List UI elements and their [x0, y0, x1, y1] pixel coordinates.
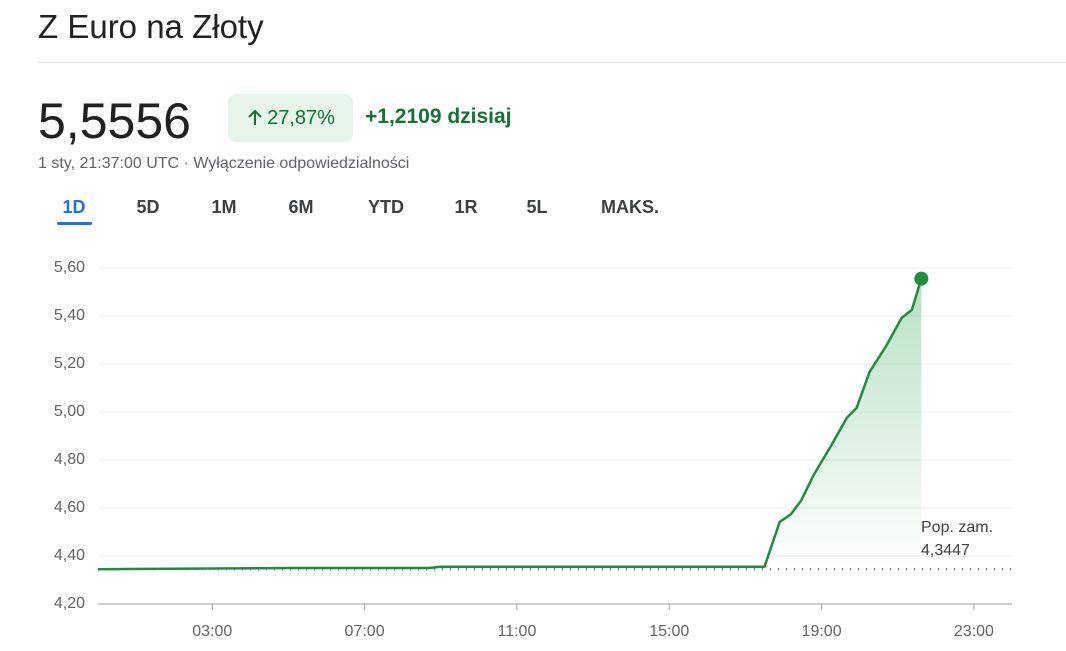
change-badge: 27,87% — [228, 94, 353, 142]
x-tick-label: 03:00 — [192, 623, 232, 640]
x-tick-label: 15:00 — [649, 623, 689, 640]
divider — [38, 62, 1066, 63]
range-tab[interactable]: MAKS. — [601, 197, 659, 217]
y-tick-label: 5,40 — [54, 307, 85, 324]
price-line — [97, 278, 923, 571]
range-tab[interactable]: 5L — [526, 197, 548, 217]
x-tick-label: 19:00 — [802, 623, 842, 640]
change-percent: 27,87% — [267, 106, 335, 129]
range-tab[interactable]: YTD — [368, 197, 404, 217]
price: 5,5556 — [38, 93, 191, 149]
y-tick-label: 4,40 — [54, 547, 85, 564]
range-tab[interactable]: 1M — [211, 197, 237, 217]
tab-underline — [57, 222, 92, 225]
y-tick-label: 5,20 — [54, 355, 85, 372]
previous-close-label: 4,3447 — [921, 542, 970, 559]
x-tick-label: 23:00 — [954, 623, 994, 640]
y-tick-label: 5,00 — [54, 403, 85, 420]
y-tick-label: 4,80 — [54, 451, 85, 468]
change-today: +1,2109 dzisiaj — [365, 105, 512, 128]
range-tab[interactable]: 5D — [136, 197, 160, 217]
x-tick-label: 11:00 — [497, 623, 536, 640]
range-tab[interactable]: 1R — [454, 197, 478, 217]
x-tick-label: 07:00 — [345, 623, 385, 640]
area-fill — [429, 278, 922, 570]
timestamp: 1 sty, 21:37:00 UTC · Wyłączenie odpowie… — [38, 155, 410, 172]
range-tab[interactable]: 1D — [62, 197, 86, 217]
previous-close-title: Pop. zam. — [921, 519, 993, 536]
range-tab[interactable]: 6M — [288, 197, 314, 217]
up-arrow — [248, 109, 262, 125]
title: Z Euro na Złoty — [38, 8, 264, 45]
y-tick-label: 4,60 — [54, 499, 85, 516]
y-tick-label: 4,20 — [54, 595, 85, 612]
y-tick-label: 5,60 — [54, 259, 85, 276]
last-point — [914, 271, 929, 286]
